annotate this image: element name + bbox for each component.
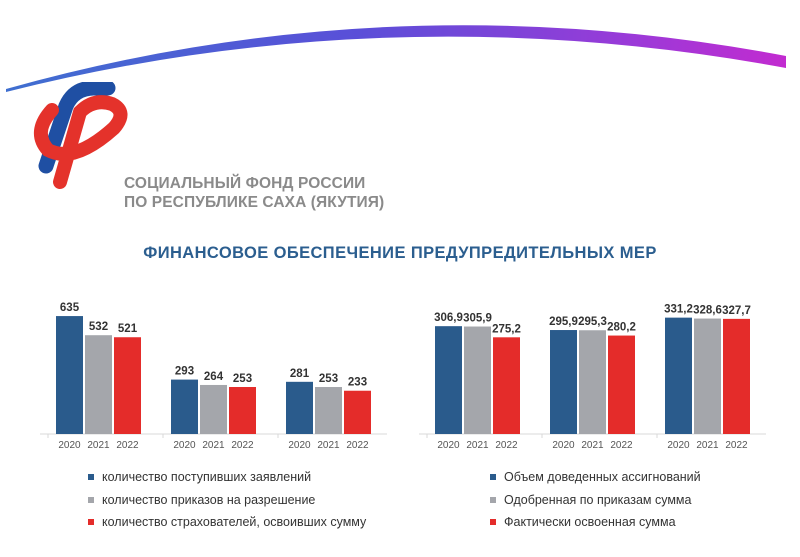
x-tick-label: 2022: [725, 440, 748, 451]
legend-label: количество поступивших заявлений: [102, 470, 312, 485]
legend-left: количество поступивших заявлений количест…: [88, 466, 366, 534]
x-tick-label: 2021: [87, 440, 110, 451]
legend-swatch: [490, 519, 496, 526]
legend-label: Одобренная по приказам сумма: [504, 492, 692, 507]
legend-item: количество приказов на разрешение: [88, 489, 366, 512]
bar: [286, 381, 313, 434]
org-name-line1: СОЦИАЛЬНЫЙ ФОНД РОССИИ: [124, 175, 366, 192]
bar-value-label: 233: [348, 377, 367, 389]
legend-item: количество поступивших заявлений: [88, 466, 366, 489]
bar-value-label: 293: [175, 366, 194, 378]
page-title: ФИНАНСОВОЕ ОБЕСПЕЧЕНИЕ ПРЕДУПРЕДИТЕЛЬНЫХ…: [143, 244, 657, 262]
bar: [56, 316, 83, 434]
bar: [665, 317, 692, 434]
bar: [114, 337, 141, 434]
bar-value-label: 280,2: [607, 322, 636, 334]
bar-value-label: 305,9: [463, 313, 492, 325]
x-tick-label: 2022: [610, 440, 633, 451]
legend-swatch: [490, 474, 496, 481]
legend-swatch: [88, 496, 94, 503]
bar: [694, 318, 721, 434]
legend-swatch: [490, 496, 496, 503]
bar-value-label: 275,2: [492, 323, 521, 335]
legend-label: Фактически освоенная сумма: [504, 515, 676, 530]
legend-label: Объем доведенных ассигнований: [504, 470, 701, 485]
bar: [171, 379, 198, 434]
x-tick-label: 2022: [495, 440, 518, 451]
x-tick-label: 2020: [58, 440, 81, 451]
bar-value-label: 328,6: [693, 305, 722, 317]
bar: [200, 384, 227, 434]
bar: [85, 335, 112, 434]
bar-value-label: 281: [290, 368, 310, 380]
bar-value-label: 264: [204, 371, 224, 383]
color-arc-decoration: [6, 25, 786, 92]
bar: [550, 330, 577, 434]
legend-item: Одобренная по приказам сумма: [490, 489, 701, 512]
legend-item: количество страхователей, освоивших сумм…: [88, 511, 366, 534]
x-tick-label: 2020: [437, 440, 460, 451]
bar-value-label: 521: [118, 323, 138, 335]
bar-value-label: 253: [319, 373, 338, 385]
bar-value-label: 331,2: [664, 304, 693, 316]
bar-value-label: 295,3: [578, 316, 607, 328]
x-tick-label: 2022: [116, 440, 139, 451]
x-tick-label: 2021: [317, 440, 340, 451]
x-tick-label: 2021: [581, 440, 604, 451]
bar: [608, 335, 635, 434]
x-tick-label: 2020: [288, 440, 311, 451]
legend-item: Фактически освоенная сумма: [490, 511, 701, 534]
x-tick-label: 2020: [173, 440, 196, 451]
legend-label: количество приказов на разрешение: [102, 492, 316, 507]
bar-value-label: 295,9: [549, 316, 578, 328]
bar: [344, 390, 371, 434]
bar-value-label: 327,7: [722, 305, 751, 317]
bar: [435, 326, 462, 434]
bar: [229, 387, 256, 434]
x-tick-label: 2021: [466, 440, 489, 451]
bar-value-label: 253: [233, 373, 252, 385]
chart-right: 306,9 2020 305,9 2021 275,2 2022 295,9 2020 295,…: [419, 304, 766, 451]
org-name-line2: ПО РЕСПУБЛИКЕ САХА (ЯКУТИЯ): [124, 194, 385, 211]
x-tick-label: 2022: [231, 440, 254, 451]
sfr-logo-icon: [34, 82, 128, 189]
chart-left: 635 2020 532 2021 521 2022 293 2020 264 2021 253 20…: [40, 302, 387, 451]
bar: [723, 318, 750, 434]
bar-value-label: 306,9: [434, 312, 463, 324]
x-tick-label: 2022: [346, 440, 369, 451]
legend-right: Объем доведенных ассигнований Одобренная …: [490, 466, 701, 534]
bar-value-label: 532: [89, 321, 108, 333]
legend-swatch: [88, 474, 94, 481]
x-tick-label: 2020: [552, 440, 575, 451]
bar: [579, 330, 606, 434]
bar: [493, 337, 520, 434]
bar: [464, 326, 491, 434]
legend-swatch: [88, 519, 94, 526]
bar-value-label: 635: [60, 302, 80, 314]
legend-item: Объем доведенных ассигнований: [490, 466, 701, 489]
x-tick-label: 2020: [667, 440, 690, 451]
x-tick-label: 2021: [202, 440, 225, 451]
bar: [315, 387, 342, 434]
legend-label: количество страхователей, освоивших сумм…: [102, 515, 367, 530]
x-tick-label: 2021: [696, 440, 719, 451]
